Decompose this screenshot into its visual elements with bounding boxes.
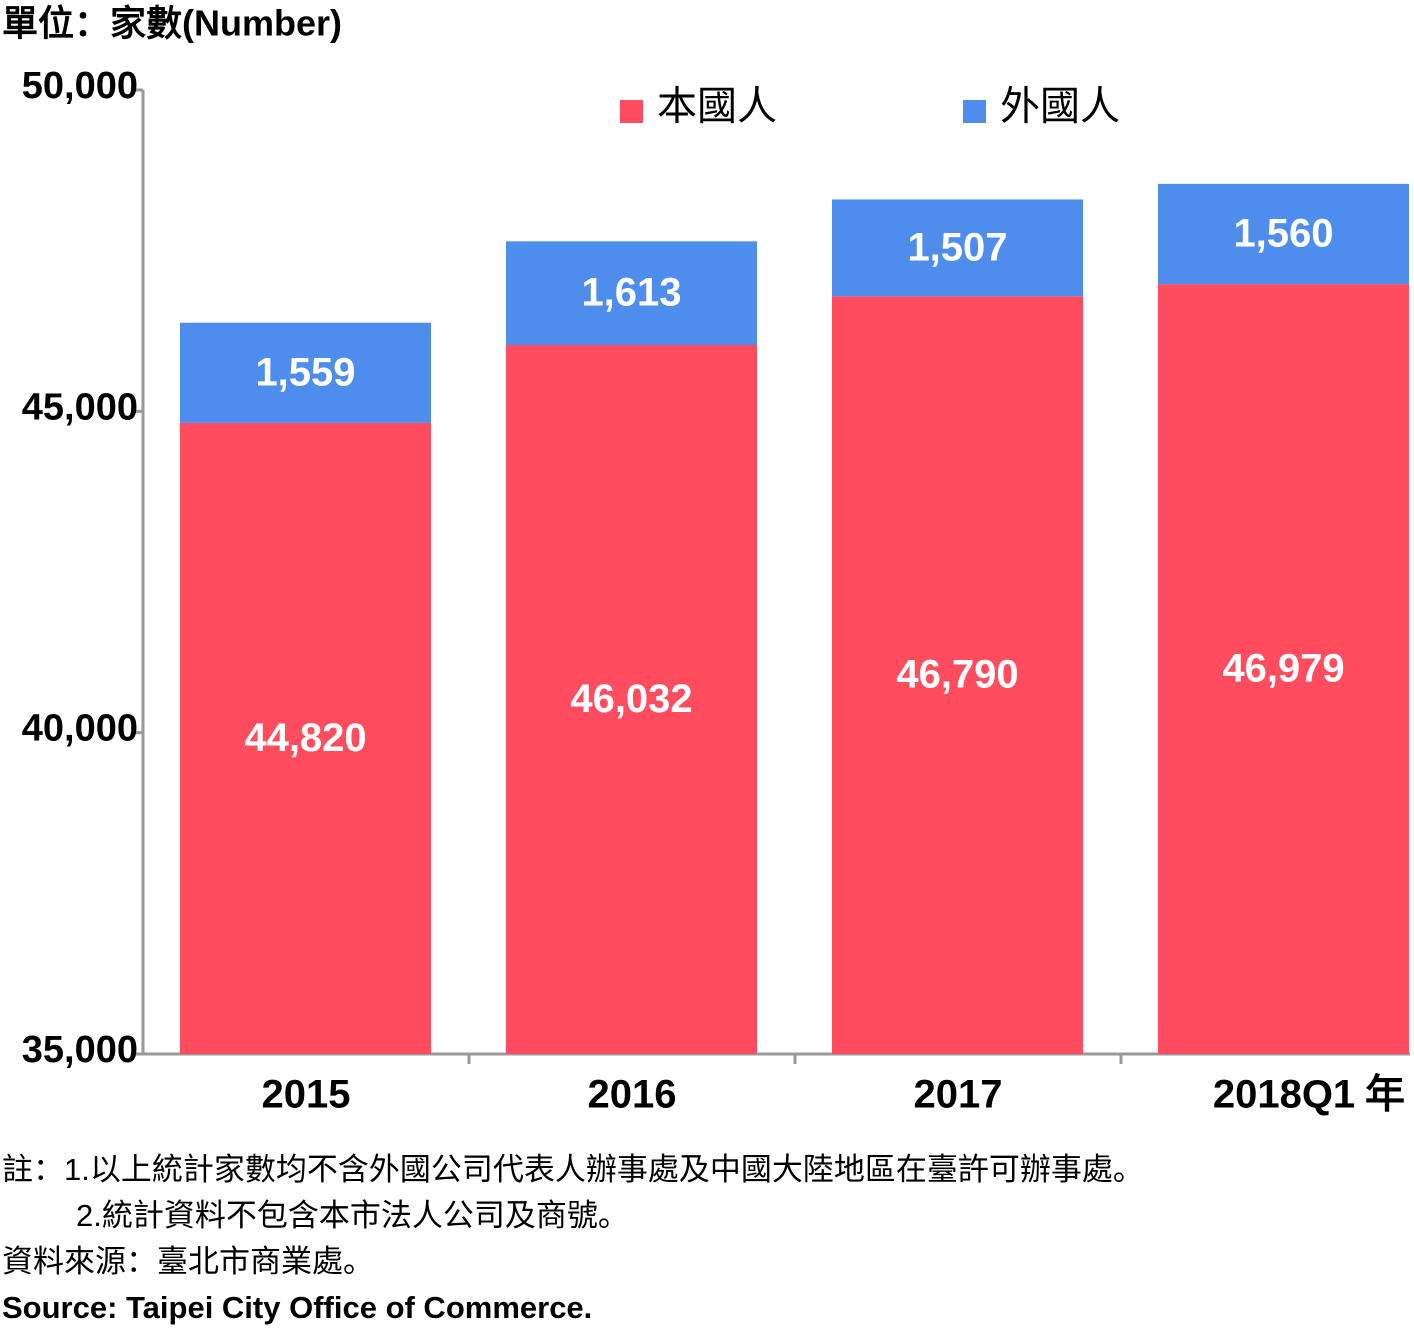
bar-segment (180, 322, 431, 423)
bar-segment (1158, 284, 1409, 1054)
note: 資料來源：臺北市商業處。 (2, 1244, 374, 1279)
y-tick-label: 50,000 (22, 65, 138, 107)
data-label: 1,613 (581, 271, 681, 315)
note: Source: Taipei City Office of Commerce. (2, 1290, 592, 1325)
data-label: 46,032 (570, 677, 692, 721)
bar-segment (832, 199, 1083, 297)
legend-swatch (963, 100, 986, 123)
y-axis-label: 單位：家數(Number) (2, 3, 342, 44)
y-tick-label: 40,000 (22, 708, 138, 750)
data-label: 1,560 (1233, 212, 1333, 256)
y-tick-label: 35,000 (22, 1029, 138, 1071)
x-tick-label: 2015 (262, 1073, 351, 1117)
bar-segment (506, 241, 757, 346)
bar-segment (506, 345, 757, 1054)
legend-label: 外國人 (1000, 85, 1120, 129)
note: 註：1.以上統計家數均不含外國公司代表人辦事處及中國大陸地區在臺許可辦事處。 (2, 1152, 1144, 1187)
data-label: 46,790 (896, 653, 1018, 697)
x-tick-label: 2017 (914, 1073, 1003, 1117)
x-tick-label: 2016 (588, 1073, 677, 1117)
data-label: 46,979 (1222, 647, 1344, 691)
data-label: 1,507 (907, 225, 1007, 269)
x-axis-label: 年 (1365, 1073, 1405, 1117)
note: 2.統計資料不包含本市法人公司及商號。 (76, 1198, 629, 1233)
data-label: 1,559 (255, 350, 355, 394)
bar-segment (832, 296, 1083, 1054)
bar-segment (180, 422, 431, 1054)
legend-swatch (620, 100, 643, 123)
data-label: 44,820 (244, 716, 366, 760)
x-tick-label: 2018Q1 (1213, 1073, 1355, 1117)
bar-segment (1158, 183, 1409, 285)
y-tick-label: 45,000 (22, 386, 138, 428)
legend-label: 本國人 (657, 85, 777, 129)
